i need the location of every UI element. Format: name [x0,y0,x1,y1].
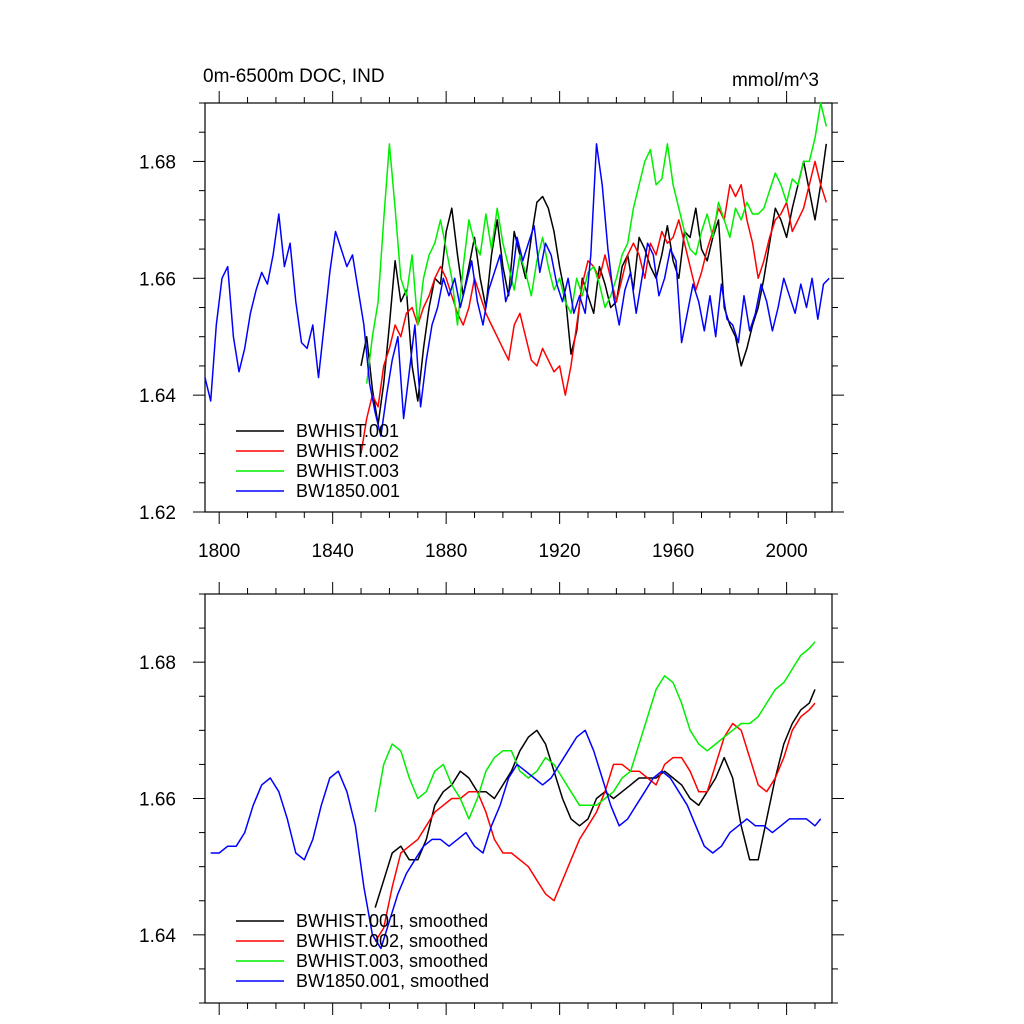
top-series-lines [204,102,830,454]
top-panel-units: mmol/m^3 [732,70,819,91]
top-panel-title: 0m-6500m DOC, IND [203,66,385,87]
top-axis-ticks [193,91,844,524]
bottom-series-lines [210,641,822,950]
series-line-bw1850-001-smoothed [210,729,822,950]
series-line-bwhist-002-smoothed [374,702,816,942]
y-tick-label: 1.64 [139,926,176,947]
y-tick-label: 1.66 [139,269,176,290]
x-tick-label: 1920 [538,541,580,562]
legend-label: BWHIST.003, smoothed [296,951,488,971]
legend-label: BW1850.001 [296,481,400,501]
top-y-tick-labels: 1.62 1.64 1.66 1.68 [139,152,176,524]
top-x-tick-labels: 1800 1840 1880 1920 1960 2000 [198,541,808,562]
y-tick-label: 1.62 [139,503,176,524]
series-line-bwhist-001 [360,143,828,426]
legend-label: BWHIST.002 [296,441,399,461]
y-tick-label: 1.68 [139,653,176,674]
series-line-bwhist-003-smoothed [374,641,816,820]
top-panel: 0m-6500m DOC, IND mmol/m^3 1.621.641.661… [139,66,844,562]
bottom-y-tick-labels: 1.64 1.66 1.68 [139,653,176,947]
legend-label: BWHIST.001, smoothed [296,911,488,931]
legend-label: BWHIST.001 [296,421,399,441]
series-line-bwhist-003 [365,102,828,384]
legend-label: BWHIST.002, smoothed [296,931,488,951]
y-tick-label: 1.66 [139,790,176,811]
series-line-bw1850-001 [204,143,830,437]
bottom-panel: 1.641.661.68 BWHIST.001, smoothedBWHIST.… [139,582,844,1015]
x-tick-label: 2000 [765,541,807,562]
x-tick-label: 1960 [652,541,694,562]
series-line-bwhist-001-smoothed [374,689,816,908]
x-tick-label: 1800 [198,541,240,562]
legend-label: BW1850.001, smoothed [296,971,489,991]
x-tick-label: 1840 [312,541,354,562]
y-tick-label: 1.68 [139,152,176,173]
x-tick-label: 1880 [425,541,467,562]
legend-label: BWHIST.003 [296,461,399,481]
bottom-axis-ticks [193,582,844,1015]
y-tick-label: 1.64 [139,386,176,407]
